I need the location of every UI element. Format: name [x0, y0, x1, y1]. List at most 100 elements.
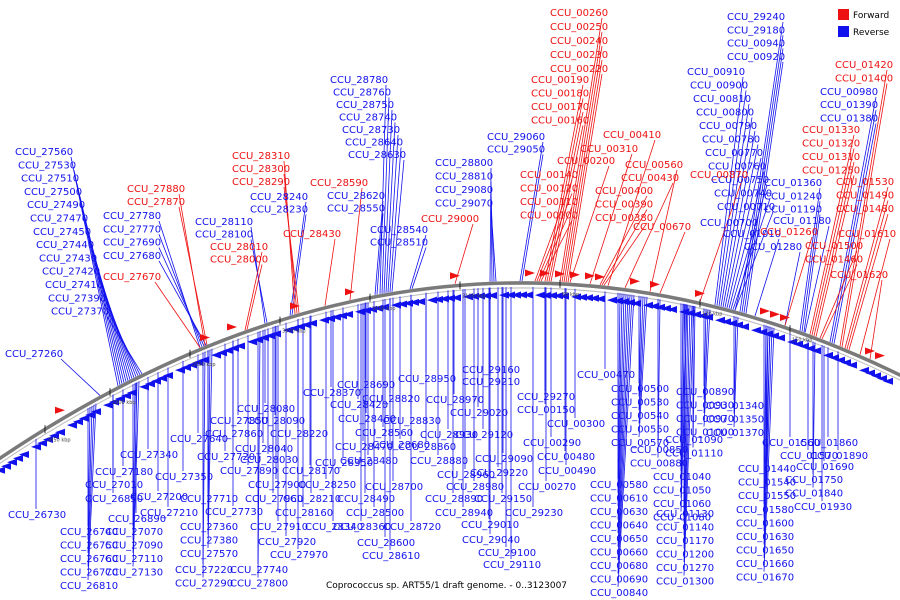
gene-label-forward: CCU_29000	[421, 214, 479, 225]
gene-arrow-reverse	[451, 294, 461, 302]
gene-connector-line	[734, 227, 757, 311]
gene-connector-line	[683, 306, 695, 576]
gene-label-reverse: CCU_01360	[764, 178, 822, 189]
gene-label-reverse: CCU_27450	[33, 227, 91, 238]
gene-label-forward: CCU_00390	[595, 200, 653, 211]
gene-connector-line	[349, 187, 363, 300]
gene-label-reverse: CCU_27960	[245, 494, 303, 505]
gene-arrow-reverse	[415, 298, 425, 306]
gene-arrow-reverse	[1, 462, 11, 470]
gene-label-reverse: CCU_27200	[130, 492, 188, 503]
gene-arrow-reverse	[523, 291, 533, 299]
gene-label-forward: CCU_01330	[802, 125, 860, 136]
gene-arrow-forward	[875, 352, 885, 360]
gene-connector-line	[617, 293, 621, 493]
gene-connector-line	[521, 154, 544, 282]
gene-label-reverse: CCU_27210	[140, 508, 198, 519]
gene-arrow-reverse	[73, 418, 83, 426]
gene-connector-line	[831, 110, 877, 343]
gene-label-reverse: CCU_28970	[426, 395, 484, 406]
gene-arrow-reverse	[199, 356, 209, 364]
gene-label-reverse: CCU_27860	[205, 429, 263, 440]
gene-label-reverse: CCU_00840	[590, 588, 648, 599]
gene-arrow-reverse	[103, 401, 113, 409]
gene-label-reverse: CCU_27500	[24, 187, 82, 198]
gene-arrow-reverse	[187, 361, 197, 369]
genome-backbone	[0, 281, 900, 461]
gene-arrow-reverse	[427, 296, 437, 304]
gene-connector-line	[519, 141, 544, 282]
gene-label-reverse: CCU_28860	[398, 442, 456, 453]
gene-label-reverse: CCU_00530	[611, 398, 669, 409]
gene-label-reverse: CCU_27470	[30, 214, 88, 225]
gene-arrow-reverse	[31, 443, 41, 451]
gene-label-reverse: CCU_27730	[205, 507, 263, 518]
gene-label-reverse: CCU_27430	[39, 253, 97, 264]
gene-connector-line	[617, 293, 627, 534]
gene-connector-line	[87, 406, 91, 540]
gene-arrow-reverse	[355, 308, 365, 316]
gene-label-reverse: CCU_01670	[736, 573, 794, 584]
gene-connector-line	[569, 165, 610, 283]
gene-arrow-reverse	[319, 316, 329, 324]
gene-label-forward: CCU_01480	[836, 204, 894, 215]
gene-label-reverse: CCU_00580	[590, 480, 648, 491]
gene-arrow-reverse	[193, 358, 203, 366]
gene-arrow-reverse	[553, 292, 563, 300]
gene-label-forward: CCU_00170	[531, 102, 589, 113]
gene-label-reverse: CCU_28250	[298, 480, 356, 491]
gene-label-reverse: CCU_27570	[180, 549, 238, 560]
gene-connector-line	[387, 134, 399, 293]
gene-label-reverse: CCU_27130	[105, 568, 163, 579]
gene-arrow-reverse	[109, 398, 119, 406]
gene-label-reverse: CCU_28690	[337, 380, 395, 391]
gene-connector-line	[60, 358, 101, 396]
gene-label-reverse: CCU_28220	[270, 429, 328, 440]
gene-label-reverse: CCU_28720	[383, 522, 441, 533]
gene-arrow-reverse	[127, 389, 137, 397]
gene-connector-line	[829, 96, 877, 343]
gene-connector-line	[724, 144, 759, 308]
gene-label-reverse: CCU_27850	[210, 416, 268, 427]
gene-label-reverse: CCU_29050	[487, 145, 545, 156]
gene-label-reverse: CCU_00920	[727, 52, 785, 63]
gene-label-reverse: CCU_01140	[656, 523, 714, 534]
gene-arrow-reverse	[487, 292, 497, 300]
gene-label-forward: CCU_01320	[802, 139, 860, 150]
gene-label-reverse: CCU_28100	[195, 230, 253, 241]
gene-label-forward: CCU_00260	[550, 8, 608, 19]
gene-label-reverse: CCU_27680	[103, 251, 161, 262]
gene-label-reverse: CCU_29040	[462, 535, 520, 546]
gene-connector-line	[813, 161, 855, 337]
gene-label-reverse: CCU_29270	[517, 392, 575, 403]
gene-arrow-forward	[585, 272, 595, 280]
gene-label-reverse: CCU_28240	[250, 192, 308, 203]
gene-label-reverse: CCU_00850	[630, 445, 688, 456]
gene-label-reverse: CCU_28780	[330, 75, 388, 86]
gene-arrow-reverse	[43, 435, 53, 443]
gene-arrow-reverse	[607, 296, 617, 304]
gene-arrow-reverse	[49, 432, 59, 440]
gene-connector-line	[703, 308, 707, 400]
gene-connector-line	[732, 198, 771, 310]
gene-connector-line	[603, 222, 648, 286]
gene-connector-line	[246, 264, 263, 330]
gene-label-reverse: CCU_00570	[611, 438, 669, 449]
gene-arrow-forward	[55, 406, 65, 414]
gene-label-reverse: CCU_28810	[435, 172, 493, 183]
gene-label-reverse: CCU_00770	[705, 148, 763, 159]
gene-label-reverse: CCU_28610	[362, 551, 420, 562]
gene-label-forward: CCU_28310	[232, 151, 290, 162]
gene-arrow-reverse	[703, 313, 713, 321]
gene-connector-line	[683, 305, 691, 549]
gene-connector-line	[158, 234, 203, 347]
gene-label-reverse: CCU_00650	[590, 534, 648, 545]
gene-label-reverse: CCU_01930	[794, 502, 852, 513]
gene-connector-line	[87, 403, 97, 581]
gene-label-reverse: CCU_28510	[370, 238, 428, 249]
gene-connector-line	[763, 325, 767, 518]
gene-label-forward: CCU_01530	[836, 177, 894, 188]
gene-label-reverse: CCU_00150	[517, 405, 575, 416]
gene-label-forward: CCU_27670	[103, 272, 161, 283]
gene-connector-line	[87, 404, 95, 567]
